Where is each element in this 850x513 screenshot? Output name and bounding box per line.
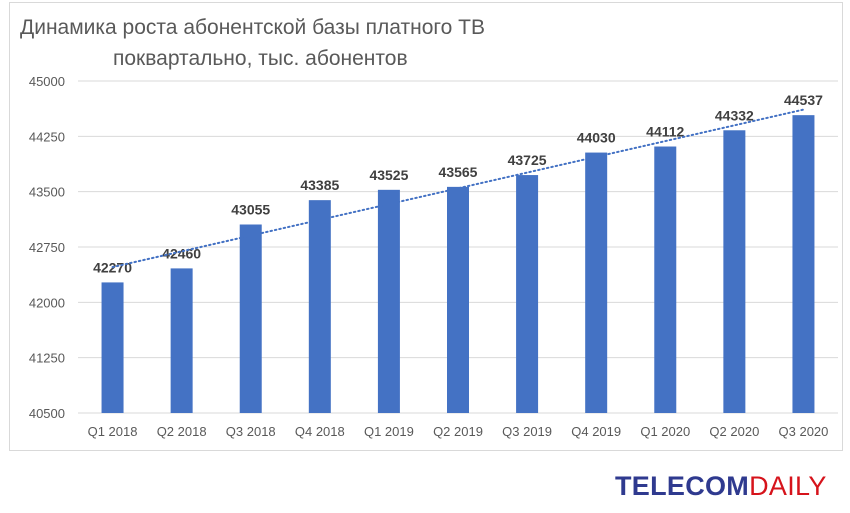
x-tick-label: Q4 2018 <box>295 424 345 439</box>
x-tick-label: Q1 2018 <box>88 424 138 439</box>
logo-daily-text: DAILY <box>749 471 827 501</box>
data-label: 44332 <box>715 107 754 123</box>
logo-telecom-text: TELECOM <box>615 471 750 501</box>
y-tick-label: 41250 <box>29 351 65 366</box>
bar <box>516 175 539 413</box>
data-label: 43385 <box>300 177 339 193</box>
bar <box>101 282 124 413</box>
bar <box>792 115 815 413</box>
x-tick-label: Q4 2019 <box>571 424 621 439</box>
bar <box>447 186 469 413</box>
data-label: 43055 <box>231 201 270 217</box>
data-label: 44030 <box>577 130 616 146</box>
bar <box>308 200 331 413</box>
data-label: 44112 <box>646 124 684 140</box>
x-tick-label: Q1 2020 <box>640 424 690 439</box>
x-tick-label: Q2 2020 <box>709 424 759 439</box>
data-label: 43565 <box>439 164 478 180</box>
bar <box>239 224 262 413</box>
bar <box>170 268 193 413</box>
bar <box>654 146 677 414</box>
chart-frame <box>9 2 843 451</box>
data-label: 44537 <box>784 92 823 108</box>
y-tick-label: 44250 <box>29 129 65 144</box>
x-tick-label: Q2 2018 <box>157 424 207 439</box>
y-tick-label: 45000 <box>29 74 65 89</box>
x-tick-label: Q3 2020 <box>779 424 829 439</box>
x-tick-label: Q3 2018 <box>226 424 276 439</box>
data-label: 43525 <box>369 167 408 183</box>
x-tick-label: Q1 2019 <box>364 424 414 439</box>
chart-title-line-1: Динамика роста абонентской базы платного… <box>20 16 485 39</box>
x-tick-label: Q3 2019 <box>502 424 552 439</box>
chart-title-line-2: поквартально, тыс. абонентов <box>113 47 408 70</box>
y-tick-label: 42750 <box>29 240 65 255</box>
bar <box>723 130 746 413</box>
bar <box>377 189 400 413</box>
x-tick-label: Q2 2019 <box>433 424 483 439</box>
y-tick-label: 40500 <box>29 406 65 421</box>
y-tick-label: 42000 <box>29 295 65 310</box>
y-tick-label: 43500 <box>29 185 65 200</box>
bar <box>585 152 608 413</box>
telecom-daily-logo: TELECOMDAILY <box>615 471 827 502</box>
trendline <box>111 108 805 269</box>
data-label: 43725 <box>508 152 547 168</box>
